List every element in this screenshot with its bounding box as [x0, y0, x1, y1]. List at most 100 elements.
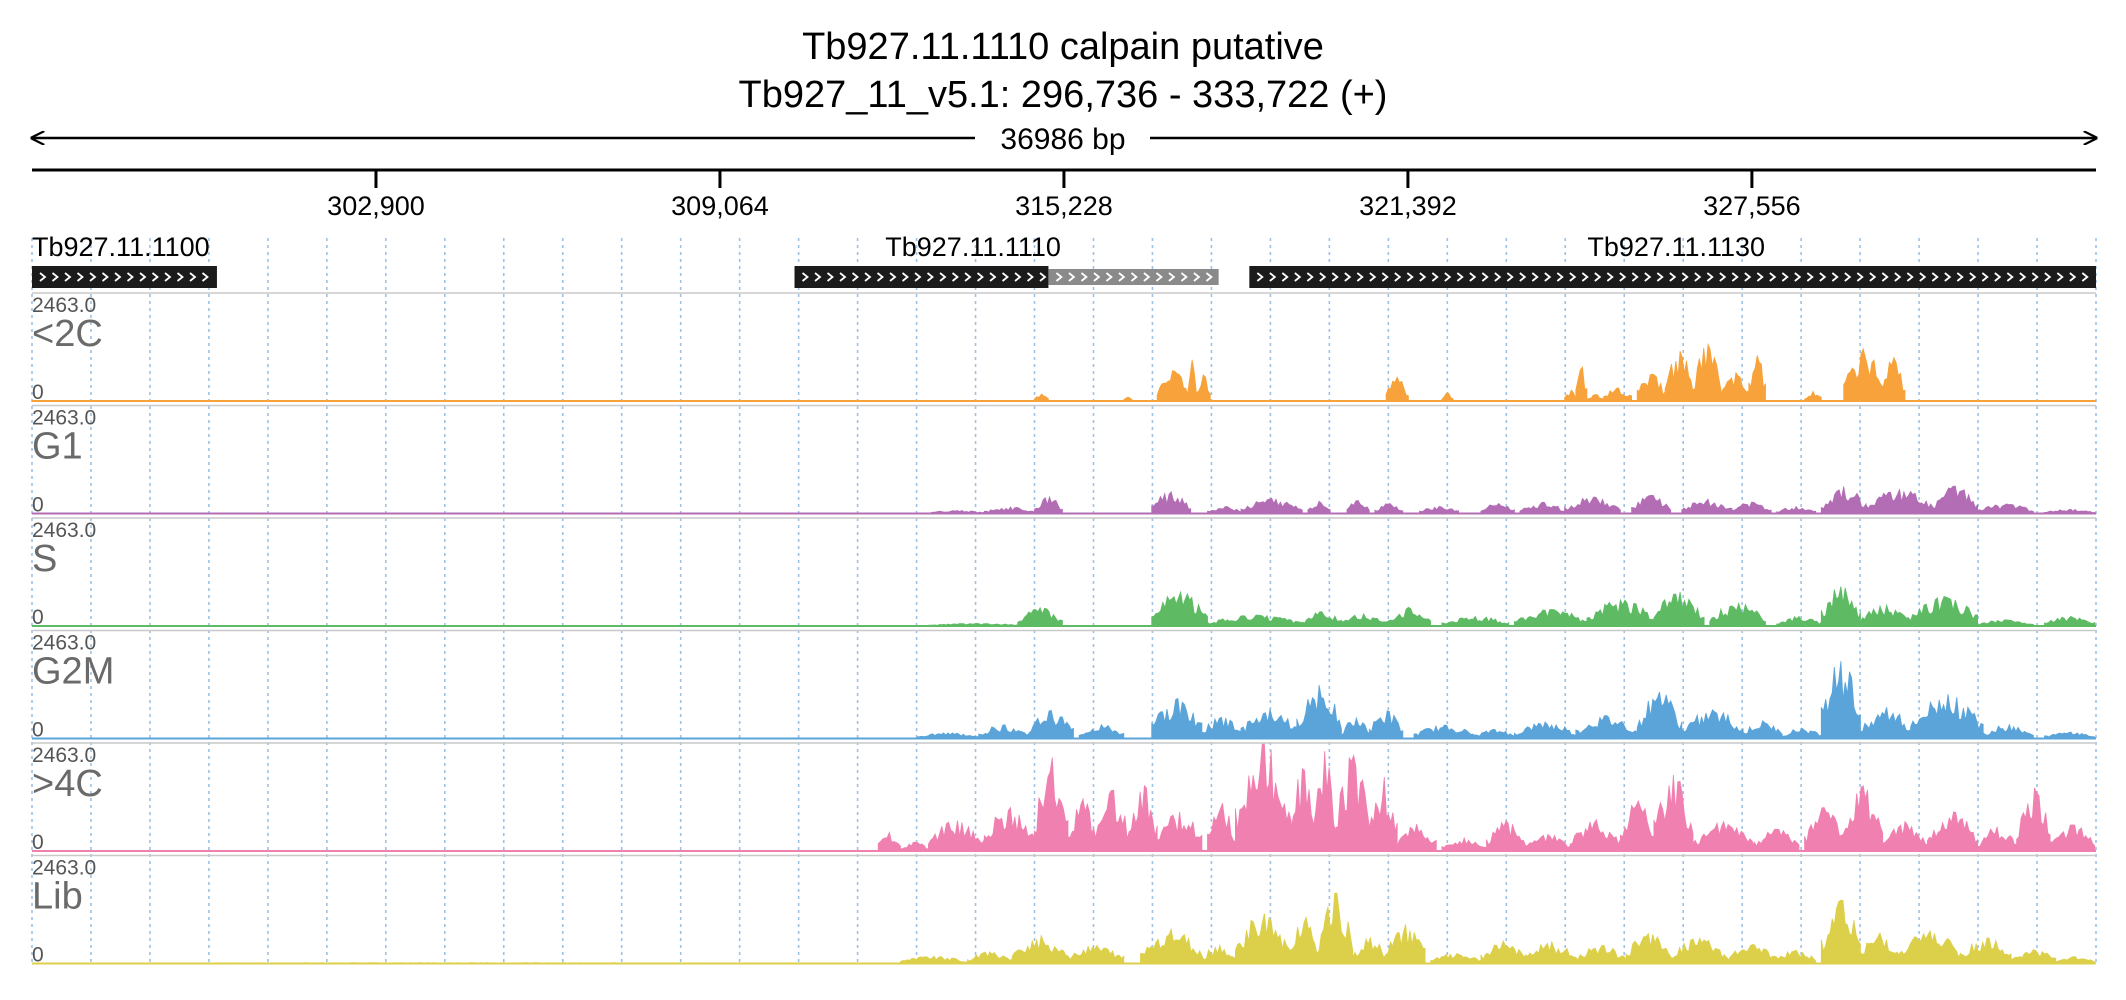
- coverage-peak: [1776, 505, 1817, 514]
- coverage-peak: [1480, 502, 1515, 514]
- coverage-peak: [1034, 495, 1063, 514]
- coverage-peak: [1128, 784, 1158, 852]
- x-tick-label: 315,228: [1015, 191, 1113, 221]
- strand-chevron: [1569, 272, 1577, 282]
- coverage-peak: [1318, 892, 1353, 964]
- coverage-peak: [1960, 937, 2012, 964]
- strand-chevron: [1080, 272, 1088, 282]
- coverage-peak: [1028, 709, 1074, 739]
- coverage-peak: [1910, 596, 1978, 627]
- coverage-peak: [2049, 824, 2096, 852]
- track-min-label: 0: [32, 381, 44, 404]
- gene-body[interactable]: [32, 266, 217, 288]
- coverage-peak: [1681, 709, 1744, 739]
- strand-chevron: [1856, 272, 1864, 282]
- coverage-peak: [1352, 937, 1387, 964]
- strand-chevron: [901, 272, 909, 282]
- strand-chevron: [201, 272, 209, 282]
- track-max-label: 2463.0: [32, 294, 96, 317]
- coverage-peak: [1525, 940, 1577, 964]
- gene-label: Tb927.11.1100: [32, 232, 210, 262]
- coverage-peak: [900, 955, 968, 964]
- strand-chevron: [1344, 272, 1352, 282]
- coverage-peak: [1301, 611, 1342, 627]
- strand-chevron: [1068, 272, 1076, 282]
- strand-chevron: [1205, 272, 1213, 282]
- coverage-peak: [1519, 501, 1565, 514]
- strand-chevron: [814, 272, 822, 282]
- coverage-peak: [1441, 392, 1454, 402]
- coverage-peak: [1720, 371, 1750, 402]
- strand-chevron: [1469, 272, 1477, 282]
- strand-chevron: [126, 272, 134, 282]
- coverage-peak: [1731, 501, 1772, 514]
- coverage-peak: [1151, 590, 1208, 627]
- strand-chevron: [1180, 272, 1188, 282]
- coverage-peak: [1754, 828, 1800, 852]
- coverage-peak: [1977, 619, 2034, 627]
- gene-utr[interactable]: [1048, 269, 1219, 285]
- strand-chevron: [1294, 272, 1302, 282]
- strand-chevron: [2056, 272, 2064, 282]
- coverage-peak: [1575, 715, 1638, 739]
- strand-chevron: [1806, 272, 1814, 282]
- coverage-peak: [1341, 612, 1387, 627]
- strand-chevron: [1506, 272, 1514, 282]
- track-2: 2463.0S 0: [32, 517, 2096, 629]
- chart-subtitle: Tb927_11_v5.1: 296,736 - 333,722 (+): [739, 74, 1388, 116]
- track-max-label: 2463.0: [32, 744, 96, 767]
- coverage-peak: [1313, 751, 1337, 852]
- coverage-peak: [1385, 376, 1409, 402]
- coverage-peak: [1514, 609, 1588, 627]
- strand-chevron: [1919, 272, 1927, 282]
- x-tick-label: 309,064: [671, 191, 769, 221]
- coverage-peak: [1860, 932, 1900, 964]
- coverage-peak: [1067, 797, 1097, 852]
- strand-chevron: [914, 272, 922, 282]
- coverage-peak: [1781, 727, 1822, 739]
- strand-chevron: [2019, 272, 2027, 282]
- coverage-peak: [1385, 924, 1426, 964]
- strand-chevron: [151, 272, 159, 282]
- strand-chevron: [1419, 272, 1427, 282]
- track-min-label: 0: [32, 944, 44, 967]
- strand-chevron: [1644, 272, 1652, 282]
- strand-chevron: [989, 272, 997, 282]
- coverage-peak: [1977, 826, 2017, 852]
- coverage-peak: [1151, 697, 1203, 739]
- coverage-peak: [1860, 707, 1911, 739]
- strand-chevron: [1394, 272, 1402, 282]
- strand-chevron: [76, 272, 84, 282]
- coverage-peak: [1804, 390, 1822, 402]
- coverage-peak: [916, 732, 980, 739]
- strand-chevron: [1756, 272, 1764, 282]
- strand-chevron: [801, 272, 809, 282]
- strand-chevron: [1769, 272, 1777, 282]
- strand-chevron: [189, 272, 197, 282]
- track-max-label: 2463.0: [32, 407, 96, 430]
- track-4: 2463.0>4C 0: [32, 742, 2096, 854]
- coverage-peak: [1670, 937, 1727, 964]
- strand-chevron: [1193, 272, 1201, 282]
- x-tick-label: 321,392: [1359, 191, 1457, 221]
- x-tick-label: 327,556: [1703, 191, 1801, 221]
- coverage-peak: [1480, 939, 1526, 964]
- strand-chevron: [1731, 272, 1739, 282]
- strand-chevron: [2006, 272, 2014, 282]
- gene-body[interactable]: [794, 266, 1049, 288]
- coverage-peak: [1982, 723, 2034, 739]
- x-tick-label: 302,900: [327, 191, 425, 221]
- strand-chevron: [1319, 272, 1327, 282]
- strand-chevron: [1014, 272, 1022, 282]
- coverage-peak: [1034, 757, 1069, 852]
- coverage-peak: [1034, 393, 1049, 402]
- coverage-peak: [1235, 743, 1292, 852]
- track-max-label: 2463.0: [32, 519, 96, 542]
- coverage-peak: [1820, 899, 1861, 964]
- track-min-label: 0: [32, 719, 44, 742]
- strand-chevron: [1481, 272, 1489, 282]
- coverage-tracks: 2463.0<2C02463.0G102463.0S02463.0G2M0246…: [32, 292, 2096, 967]
- gene-body[interactable]: [1249, 266, 2096, 288]
